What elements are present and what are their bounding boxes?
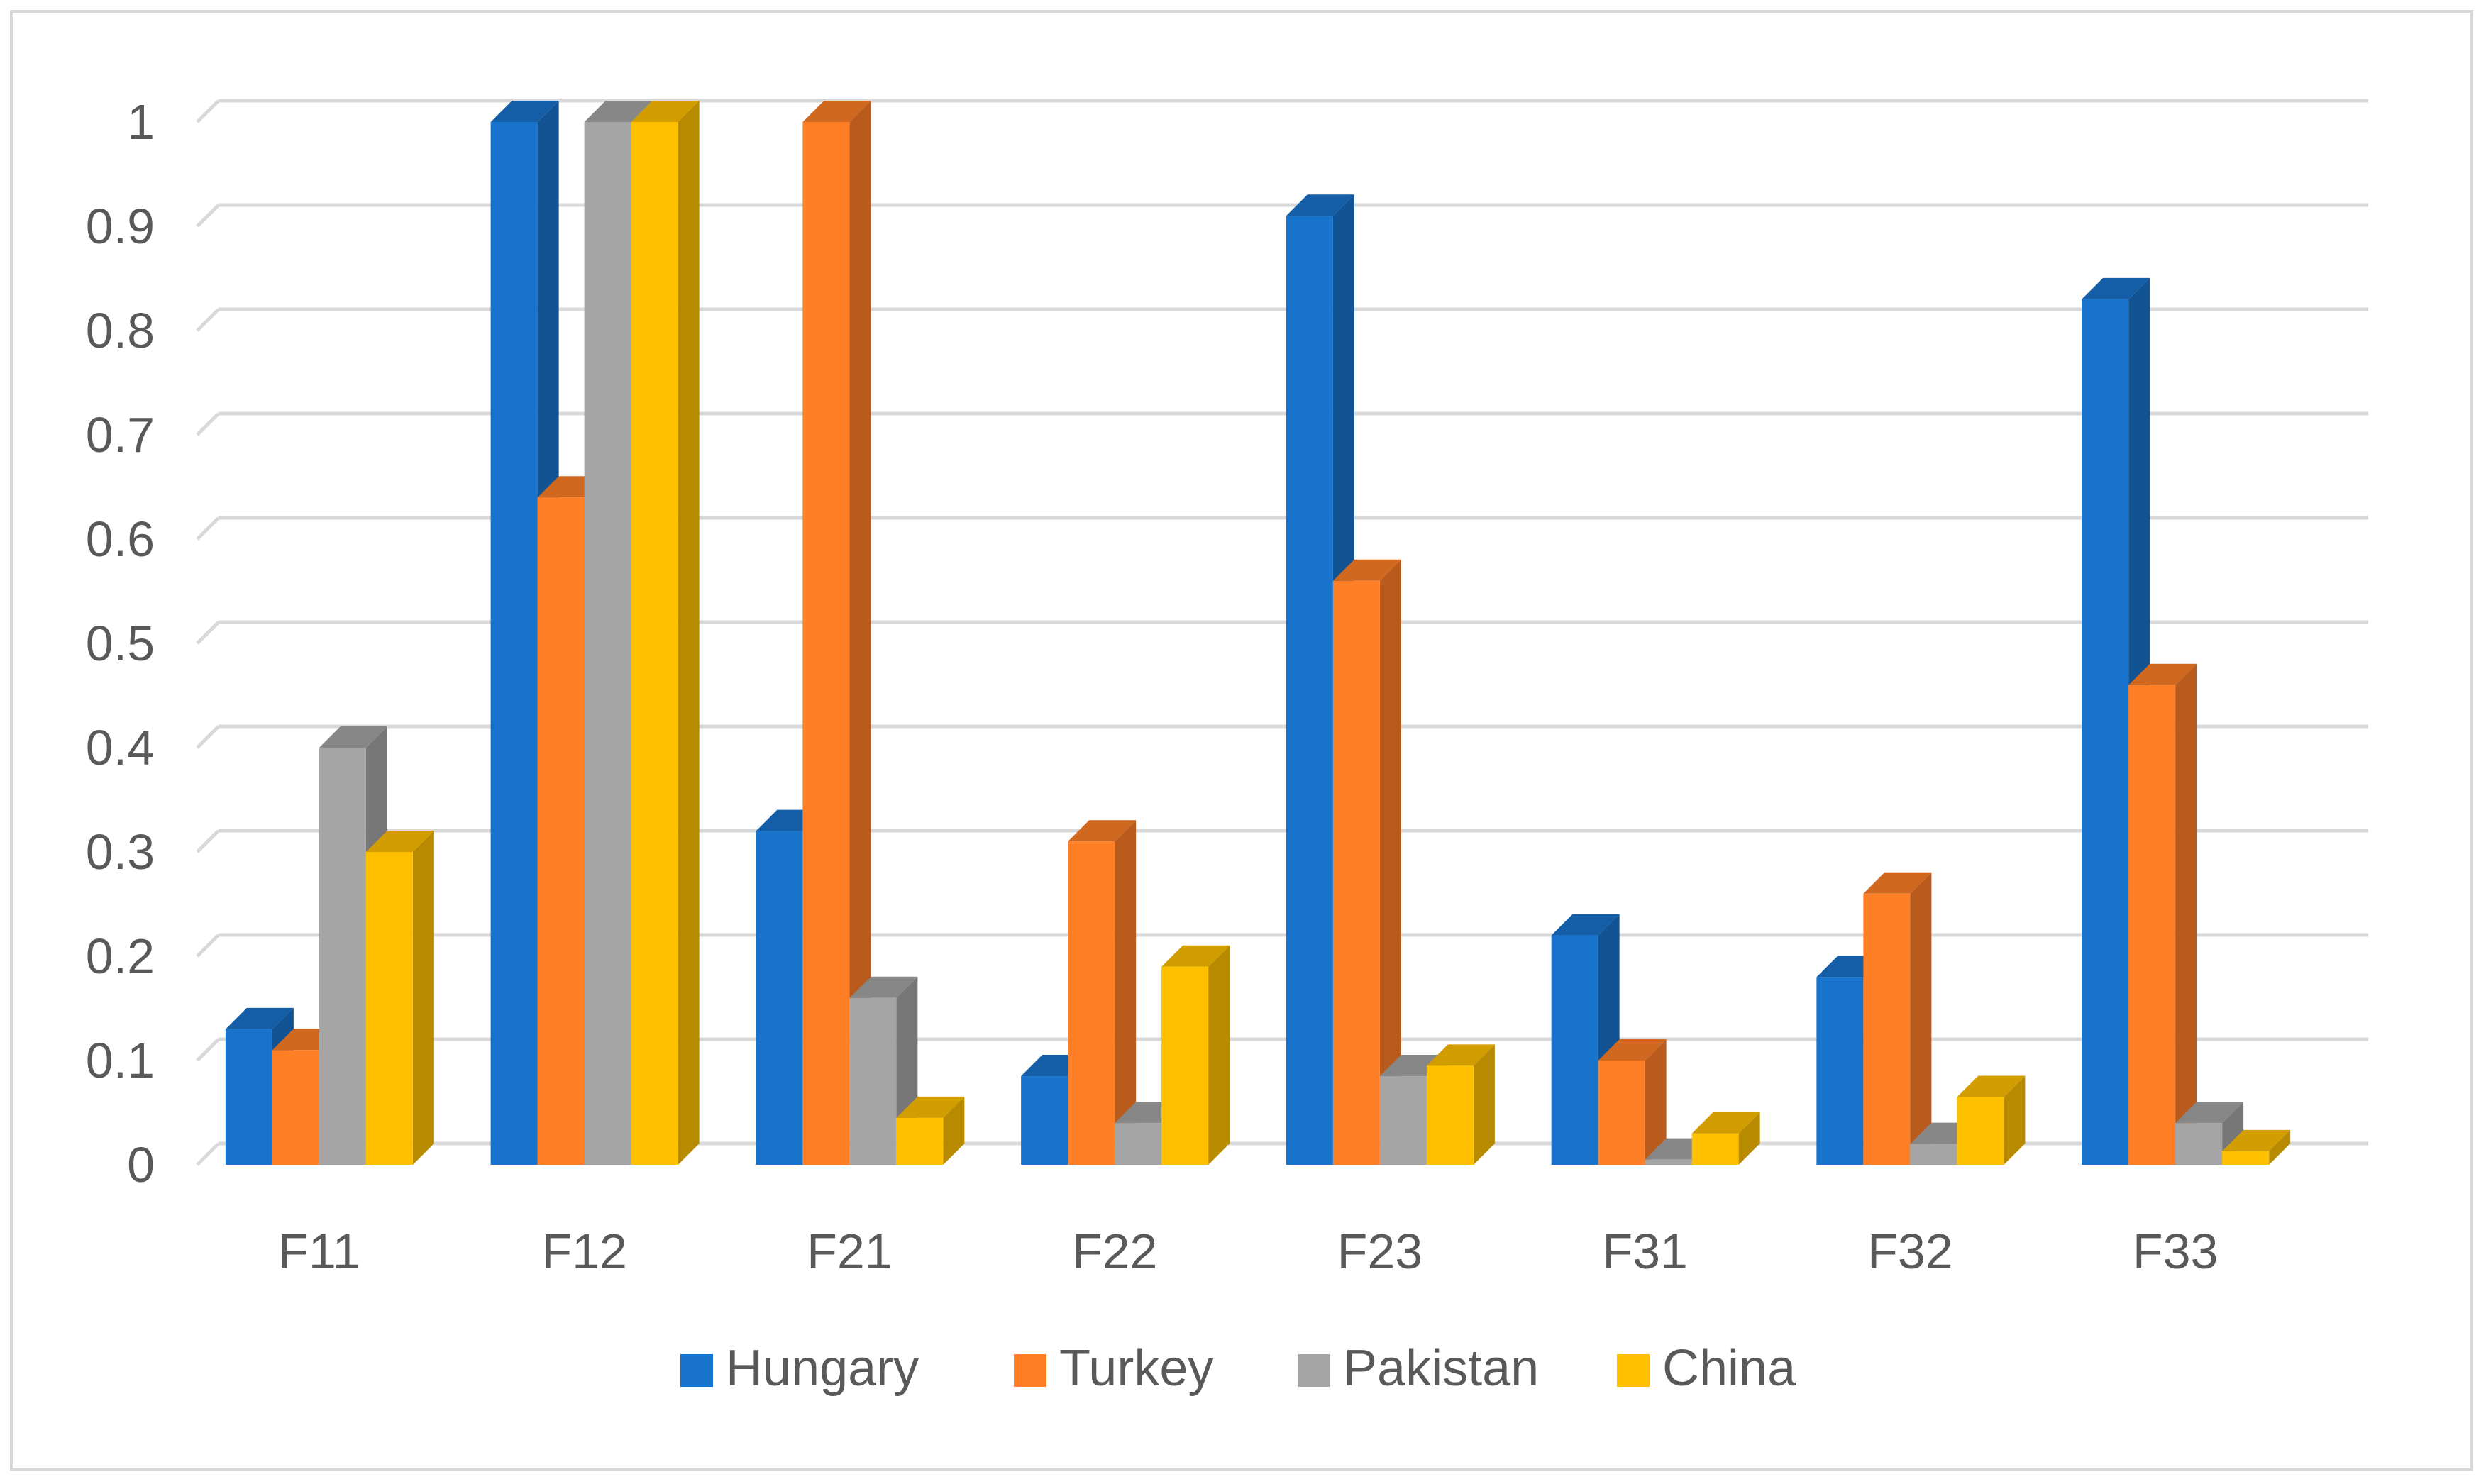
x-category-label: F22 bbox=[1072, 1224, 1158, 1279]
gridline-depth-5 bbox=[196, 621, 220, 645]
gridline-depth-10 bbox=[196, 99, 220, 123]
legend-label: China bbox=[1662, 1340, 1796, 1397]
legend-item-turkey: Turkey bbox=[1014, 1340, 1213, 1397]
gridline-depth-3 bbox=[196, 829, 220, 853]
y-tick-label: 0.7 bbox=[86, 407, 155, 463]
gridline-depth-4 bbox=[196, 725, 220, 749]
y-tick-label: 0 bbox=[127, 1137, 155, 1192]
bar-f21-china bbox=[896, 1096, 965, 1165]
x-category-label: F23 bbox=[1337, 1224, 1423, 1279]
legend-label: Hungary bbox=[726, 1340, 919, 1397]
bar-f31-turkey bbox=[1598, 1039, 1667, 1165]
y-tick-label: 0.3 bbox=[86, 824, 155, 880]
bars bbox=[225, 101, 2291, 1165]
x-category-label: F11 bbox=[278, 1224, 360, 1279]
gridline-depth-6 bbox=[196, 516, 220, 541]
x-category-label: F33 bbox=[2133, 1224, 2219, 1279]
bar-f32-china bbox=[1957, 1075, 2026, 1165]
legend-swatch bbox=[1298, 1354, 1330, 1387]
gridline-depth-1 bbox=[196, 1038, 220, 1062]
gridline-depth-7 bbox=[196, 412, 220, 436]
y-tick-label: 1 bbox=[127, 94, 155, 150]
bar-f31-china bbox=[1691, 1112, 1760, 1165]
x-category-label: F32 bbox=[1867, 1224, 1953, 1279]
legend-swatch bbox=[1617, 1354, 1650, 1387]
bar-f22-turkey bbox=[1068, 820, 1137, 1165]
bar-f23-china bbox=[1426, 1044, 1495, 1165]
legend-swatch bbox=[680, 1354, 713, 1387]
y-tick-label: 0.1 bbox=[86, 1033, 155, 1088]
legend: Hungary Turkey Pakistan China bbox=[680, 1340, 1796, 1397]
x-axis-categories: F11 F12 F21 F22 F23 F31 F32 F33 bbox=[278, 1224, 2218, 1279]
y-tick-label: 0.5 bbox=[86, 616, 155, 671]
bar-f12-china bbox=[631, 101, 700, 1165]
legend-item-hungary: Hungary bbox=[680, 1340, 919, 1397]
gridline-depth-8 bbox=[196, 308, 220, 332]
x-category-label: F31 bbox=[1602, 1224, 1688, 1279]
chart-frame: 0 0.1 0.2 0.3 0.4 0.5 0.6 0.7 0.8 0.9 1 F11 F12 F21 F… bbox=[10, 10, 2473, 1471]
bar-f32-turkey bbox=[1863, 872, 1932, 1165]
y-tick-label: 0.4 bbox=[86, 720, 155, 775]
legend-label: Pakistan bbox=[1343, 1340, 1539, 1397]
bar-f33-china bbox=[2222, 1129, 2291, 1165]
y-axis-ticks: 0 0.1 0.2 0.3 0.4 0.5 0.6 0.7 0.8 0.9 1 bbox=[86, 94, 155, 1192]
legend-swatch bbox=[1014, 1354, 1046, 1387]
legend-item-pakistan: Pakistan bbox=[1298, 1340, 1539, 1397]
bar-f23-turkey bbox=[1332, 559, 1401, 1165]
bar-f11-china bbox=[365, 831, 434, 1165]
gridline-depth-2 bbox=[196, 934, 220, 958]
bar-chart: 00.10.20.30.40.50.60.70.80.91 F11 F12 F21 F… bbox=[86, 94, 2368, 1397]
bar-f22-china bbox=[1161, 945, 1230, 1165]
legend-item-china: China bbox=[1617, 1340, 1796, 1397]
x-category-label: F12 bbox=[541, 1224, 627, 1279]
legend-label: Turkey bbox=[1059, 1340, 1213, 1397]
gridline-depth-9 bbox=[196, 204, 220, 228]
bar-f21-turkey bbox=[802, 101, 871, 1165]
y-tick-label: 0.8 bbox=[86, 303, 155, 358]
gridline-depth-0 bbox=[196, 1142, 220, 1166]
y-tick-label: 0.9 bbox=[86, 199, 155, 254]
y-tick-label: 0.6 bbox=[86, 511, 155, 567]
bar-f33-turkey bbox=[2128, 663, 2197, 1165]
x-category-label: F21 bbox=[807, 1224, 893, 1279]
y-tick-label: 0.2 bbox=[86, 929, 155, 984]
